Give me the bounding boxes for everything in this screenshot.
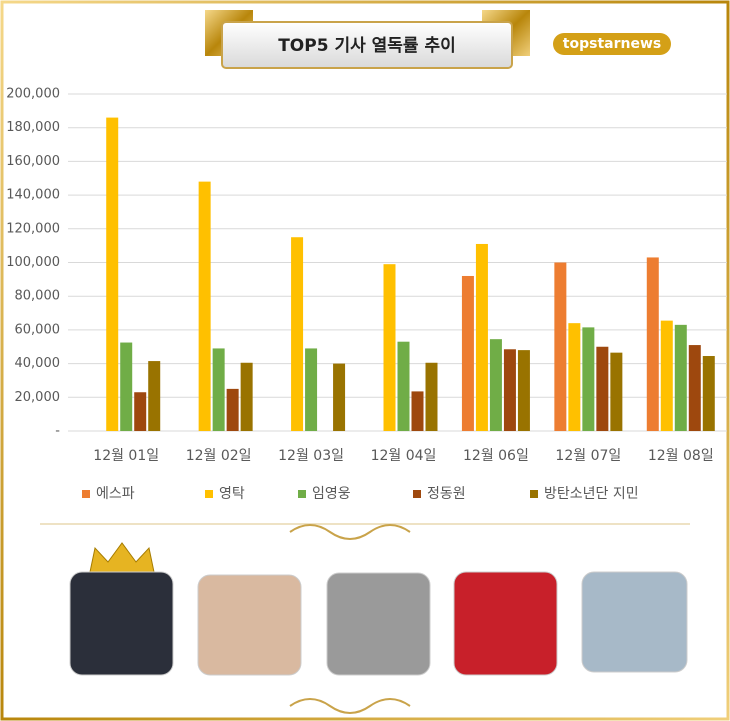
legend-swatch <box>413 490 421 498</box>
brand: topstarnews <box>563 36 661 52</box>
bar <box>212 348 225 431</box>
x-tick-label: 12월 02일 <box>186 448 252 464</box>
bar <box>489 339 502 431</box>
legend-swatch <box>298 490 306 498</box>
y-tick-label: 140,000 <box>6 188 60 203</box>
bar <box>660 320 673 431</box>
bar <box>568 323 581 431</box>
legend-label: 정동원 <box>427 486 466 502</box>
y-tick-label: 200,000 <box>6 87 60 102</box>
bar <box>475 243 488 431</box>
chart-title: TOP5 기사 열독률 추이 <box>278 36 456 56</box>
x-tick-label: 12월 06일 <box>463 448 529 464</box>
bar <box>702 356 715 431</box>
bar <box>610 352 623 431</box>
bar <box>674 324 687 431</box>
bar <box>503 349 516 431</box>
bar <box>517 350 530 431</box>
bar <box>198 181 211 431</box>
legend-swatch <box>82 490 90 498</box>
bar <box>383 264 396 431</box>
legend-label: 영탁 <box>219 486 245 502</box>
bar <box>596 346 609 431</box>
bar <box>688 345 701 431</box>
x-tick-label: 12월 04일 <box>371 448 437 464</box>
legend-label: 에스파 <box>96 486 135 502</box>
y-tick-label: - <box>55 424 60 439</box>
x-tick-label: 12월 03일 <box>278 448 344 464</box>
title-banner <box>205 10 530 69</box>
y-tick-label: 40,000 <box>15 356 61 371</box>
bar <box>554 262 567 431</box>
x-tick-label: 12월 08일 <box>648 448 714 464</box>
bar <box>397 341 410 431</box>
brand-badge <box>553 33 671 55</box>
legend-swatch <box>530 490 538 498</box>
bar <box>333 363 346 431</box>
y-tick-label: 180,000 <box>6 120 60 135</box>
y-tick-label: 100,000 <box>6 255 60 270</box>
y-tick-label: 60,000 <box>15 322 61 337</box>
legend-label: 방탄소년단 지민 <box>544 486 639 502</box>
x-tick-label: 12월 01일 <box>93 448 159 464</box>
divider <box>40 523 690 714</box>
bar <box>120 342 133 431</box>
y-tick-label: 120,000 <box>6 221 60 236</box>
x-tick-label: 12월 07일 <box>555 448 621 464</box>
photos <box>69 542 688 676</box>
bar <box>226 388 239 431</box>
bar <box>106 117 119 431</box>
plot: - 20,000 40,000 60,000 80,000 100,000 120,000 1… <box>6 87 727 502</box>
bar <box>305 348 318 431</box>
bar <box>148 361 161 431</box>
legend-swatch <box>205 490 213 498</box>
bar <box>646 257 659 431</box>
bar <box>425 362 438 431</box>
bar <box>461 275 474 431</box>
y-tick-label: 20,000 <box>15 390 61 405</box>
bar <box>134 392 147 431</box>
bar <box>411 391 424 431</box>
y-tick-label: 80,000 <box>15 289 61 304</box>
y-tick-label: 160,000 <box>6 154 60 169</box>
legend-label: 임영웅 <box>312 486 351 502</box>
bar <box>582 327 595 431</box>
bar <box>291 237 304 431</box>
bar <box>240 362 253 431</box>
